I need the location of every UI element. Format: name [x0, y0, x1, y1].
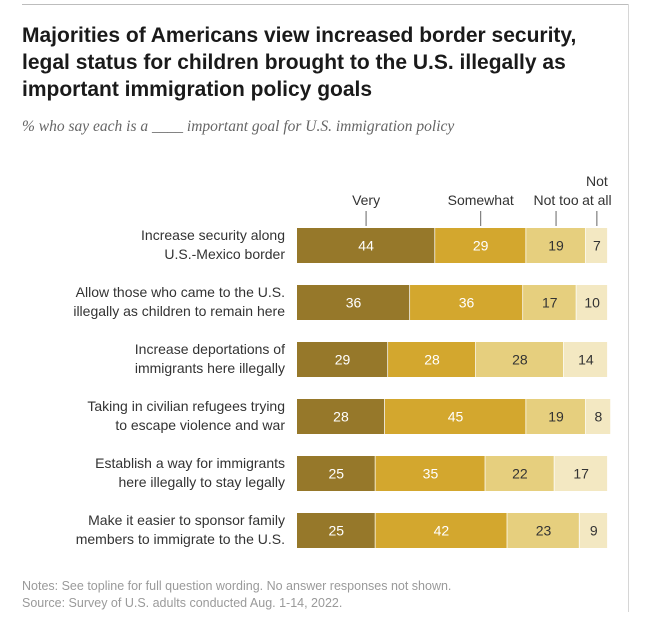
data-label: 17 — [542, 295, 558, 311]
data-label: 45 — [448, 409, 464, 425]
chart-footnotes: Notes: See topline for full question wor… — [22, 578, 451, 612]
data-label: 35 — [423, 466, 439, 482]
data-label: 29 — [335, 352, 351, 368]
data-label: 42 — [434, 523, 450, 539]
category-label: Make it easier to sponsor family members … — [76, 512, 285, 547]
data-label: 8 — [595, 409, 603, 425]
category-label: Allow those who came to the U.S. illegall… — [73, 284, 285, 319]
data-label: 28 — [424, 352, 440, 368]
bar-segment — [375, 513, 508, 548]
bar-segment — [563, 342, 608, 377]
data-label: 14 — [578, 352, 594, 368]
source-text: Source: Survey of U.S. adults conducted … — [22, 596, 343, 610]
data-label: 10 — [584, 295, 600, 311]
bar-segment — [297, 342, 389, 377]
legend-label: at all — [582, 192, 612, 208]
bar-segment — [297, 228, 436, 263]
bar-segment — [585, 228, 608, 263]
bar-segment — [375, 456, 486, 491]
data-label: 44 — [358, 238, 374, 254]
category-label: Increase deportations of immigrants here … — [135, 341, 285, 376]
bar-segment — [576, 285, 608, 320]
data-label: 25 — [328, 466, 344, 482]
data-label: 22 — [512, 466, 528, 482]
data-label: 17 — [573, 466, 589, 482]
data-label: 28 — [333, 409, 349, 425]
category-label: Establish a way for immigrants here illeg… — [95, 455, 285, 490]
bar-segment — [410, 285, 524, 320]
bar-segment — [475, 342, 564, 377]
legend-label: Very — [352, 192, 380, 208]
category-label: Increase security along U.S.-Mexico borde… — [141, 227, 285, 262]
legend-label: Not too — [533, 192, 578, 208]
data-label: 9 — [590, 523, 598, 539]
bar-segment — [297, 456, 376, 491]
bar-segment — [297, 399, 385, 434]
bar-segment — [435, 228, 527, 263]
data-label: 19 — [548, 409, 564, 425]
top-rule — [22, 4, 628, 5]
bar-segment — [384, 399, 527, 434]
data-label: 28 — [512, 352, 528, 368]
bar-segment — [297, 285, 411, 320]
bar-segment — [585, 399, 611, 434]
legend-label: Somewhat — [448, 192, 514, 208]
stacked-bar-chart: Increase security along U.S.-Mexico borde… — [73, 173, 612, 548]
bar-segment — [507, 513, 580, 548]
data-label: 36 — [346, 295, 362, 311]
legend-label: Not — [586, 173, 608, 189]
data-label: 29 — [473, 238, 489, 254]
data-label: 19 — [548, 238, 564, 254]
bar-segment — [523, 285, 577, 320]
bar-segment — [526, 228, 586, 263]
bar-segment — [485, 456, 555, 491]
chart-title: Majorities of Americans view increased b… — [22, 24, 577, 101]
category-label: Taking in civilian refugees trying to esc… — [87, 398, 285, 433]
data-label: 23 — [536, 523, 552, 539]
right-rule — [628, 4, 629, 612]
data-label: 25 — [328, 523, 344, 539]
bar-segment — [526, 399, 586, 434]
bar-segment — [554, 456, 608, 491]
notes-text: Notes: See topline for full question wor… — [22, 579, 452, 593]
bar-segment — [388, 342, 476, 377]
bar-segment — [579, 513, 608, 548]
data-label: 36 — [459, 295, 475, 311]
chart-subtitle: % who say each is a ____ important goal … — [22, 118, 455, 135]
data-label: 7 — [593, 238, 601, 254]
bar-segment — [297, 513, 376, 548]
